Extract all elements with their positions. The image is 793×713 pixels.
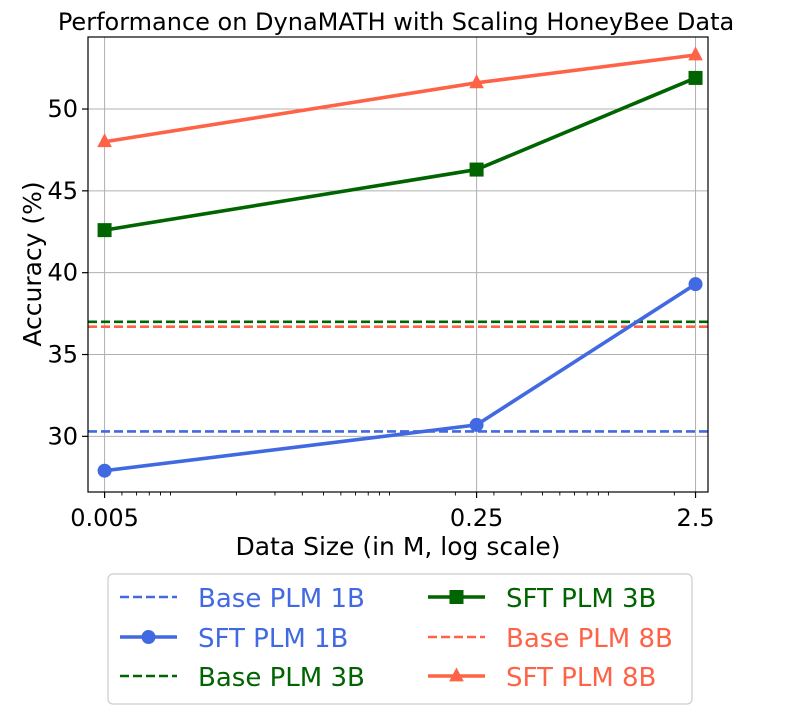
series-lines <box>97 46 703 478</box>
y-tick-label: 45 <box>47 177 78 205</box>
sft-plm-1b-point <box>688 277 703 292</box>
legend-label-sft-plm-1b: SFT PLM 1B <box>198 624 348 654</box>
sft-plm-1b-point <box>97 463 112 478</box>
legend-box <box>107 573 693 705</box>
y-tick-label: 50 <box>47 95 78 123</box>
legend-label-base-plm-3b: Base PLM 3B <box>198 663 365 693</box>
y-axis-label: Accuracy (%) <box>18 181 47 346</box>
sft-plm-8b-line <box>104 53 696 144</box>
grid-lines <box>88 37 708 492</box>
y-tick-label: 35 <box>47 341 78 369</box>
plot-area-frame <box>87 36 709 493</box>
sft-plm-3b-point <box>688 70 703 85</box>
legend-label-base-plm-1b: Base PLM 1B <box>198 584 365 614</box>
legend-marker-sft-plm-3b <box>449 590 464 604</box>
sft-plm-3b-line <box>104 76 697 232</box>
x-tick-label: 2.5 <box>676 504 714 532</box>
chart-title: Performance on DynaMATH with Scaling Hon… <box>58 8 734 36</box>
legend-label-sft-plm-3b: SFT PLM 3B <box>506 584 656 614</box>
y-tick-label: 30 <box>47 422 78 450</box>
y-tick-label: 40 <box>47 259 78 287</box>
sft-plm-8b-point <box>469 74 484 89</box>
sft-plm-3b-point <box>97 223 112 238</box>
sft-plm-8b-point <box>97 133 112 148</box>
x-tick-label: 0.25 <box>450 504 503 532</box>
sft-plm-1b-line <box>104 282 697 473</box>
x-axis-label: Data Size (in M, log scale) <box>235 532 560 561</box>
legend-marker-sft-plm-8b <box>449 667 464 682</box>
sft-plm-8b-point <box>688 46 703 61</box>
legend: Base PLM 1B SFT PLM 1B Base PLM 3B SFT PLM … <box>107 573 693 705</box>
legend-label-sft-plm-8b: SFT PLM 8B <box>506 663 656 693</box>
x-tick-label: 0.005 <box>70 504 139 532</box>
legend-label-base-plm-8b: Base PLM 8B <box>506 624 673 654</box>
legend-marker-sft-plm-1b <box>141 630 156 644</box>
sft-plm-3b-point <box>469 162 484 177</box>
baseline-lines <box>88 320 708 433</box>
axis-ticks: 30 35 40 45 50 0.005 0.25 2.5 <box>47 95 714 532</box>
sft-plm-1b-point <box>469 417 484 432</box>
